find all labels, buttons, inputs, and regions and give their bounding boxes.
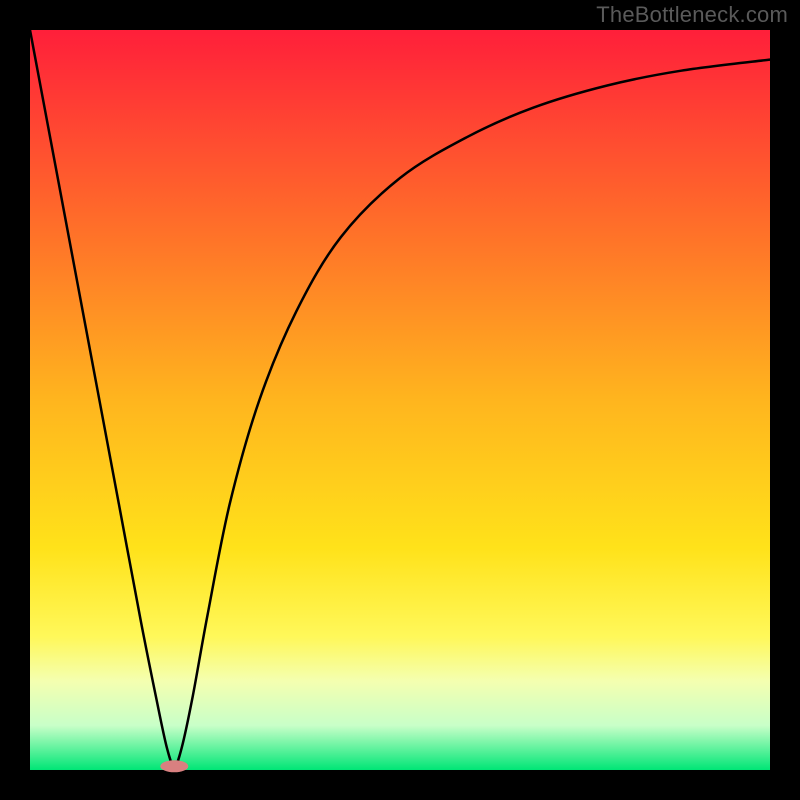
chart-background — [30, 30, 770, 770]
watermark-text: TheBottleneck.com — [596, 2, 788, 28]
optimum-marker — [160, 760, 188, 772]
bottleneck-chart — [0, 0, 800, 800]
chart-container: TheBottleneck.com — [0, 0, 800, 800]
